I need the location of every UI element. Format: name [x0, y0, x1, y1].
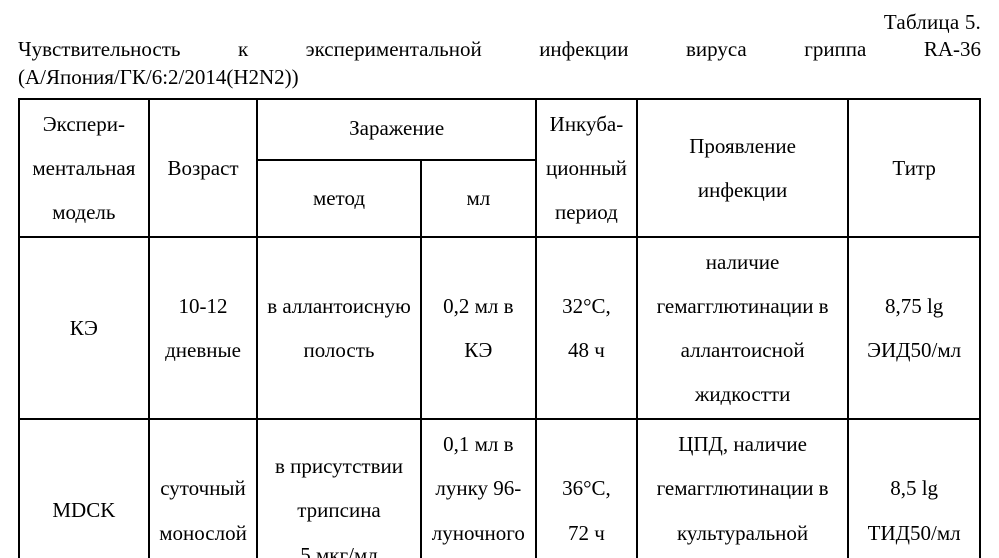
cell-age: 10-12дневные — [149, 237, 258, 419]
caption-line2: (А/Япония/ГК/6:2/2014(H2N2)) — [18, 63, 981, 91]
cap-w3: инфекции — [539, 35, 628, 63]
th-manifest: Проявлениеинфекции — [637, 99, 848, 237]
th-ml: мл — [421, 160, 536, 237]
cap-w4: вируса — [686, 35, 747, 63]
table-row: КЭ 10-12дневные в аллантоиснуюполость 0,… — [19, 237, 980, 419]
header-row-1: Экспери-ментальнаямодель Возраст Заражен… — [19, 99, 980, 160]
cell-incub: 36°С,72 ч — [536, 419, 637, 558]
cap-w6: RA-36 — [924, 35, 981, 63]
th-titr: Титр — [848, 99, 980, 237]
th-incub: Инкуба-ционныйпериод — [536, 99, 637, 237]
cell-ml: 0,2 мл вКЭ — [421, 237, 536, 419]
cell-ml: 0,1 мл влунку 96-луночногопланшета — [421, 419, 536, 558]
cap-w5: гриппа — [804, 35, 866, 63]
cell-age: суточныймонослой — [149, 419, 258, 558]
caption-line1: Чувствительность к экспериментальной инф… — [18, 35, 981, 63]
caption-block: Таблица 5. Чувствительность к эксперимен… — [18, 10, 981, 92]
caption-right-label: Таблица 5. — [18, 10, 981, 35]
cell-model: КЭ — [19, 237, 149, 419]
table-row: MDCK суточныймонослой в присутствиитрипс… — [19, 419, 980, 558]
cell-method: в аллантоиснуюполость — [257, 237, 420, 419]
th-method: метод — [257, 160, 420, 237]
th-age: Возраст — [149, 99, 258, 237]
th-model: Экспери-ментальнаямодель — [19, 99, 149, 237]
th-infection-group: Заражение — [257, 99, 536, 160]
sensitivity-table: Экспери-ментальнаямодель Возраст Заражен… — [18, 98, 981, 558]
cell-method: в присутствиитрипсина5 мкг/мл — [257, 419, 420, 558]
cell-titr: 8,75 lgЭИД50/мл — [848, 237, 980, 419]
cell-titr: 8,5 lgТИД50/мл — [848, 419, 980, 558]
cap-w2: экспериментальной — [306, 35, 482, 63]
cap-w1: к — [238, 35, 248, 63]
cell-model: MDCK — [19, 419, 149, 558]
cell-manifest: наличиегемагглютинации валлантоиснойжидк… — [637, 237, 848, 419]
cell-incub: 32°С,48 ч — [536, 237, 637, 419]
cell-manifest: ЦПД, наличиегемагглютинации вкультуральн… — [637, 419, 848, 558]
cap-w0: Чувствительность — [18, 35, 180, 63]
